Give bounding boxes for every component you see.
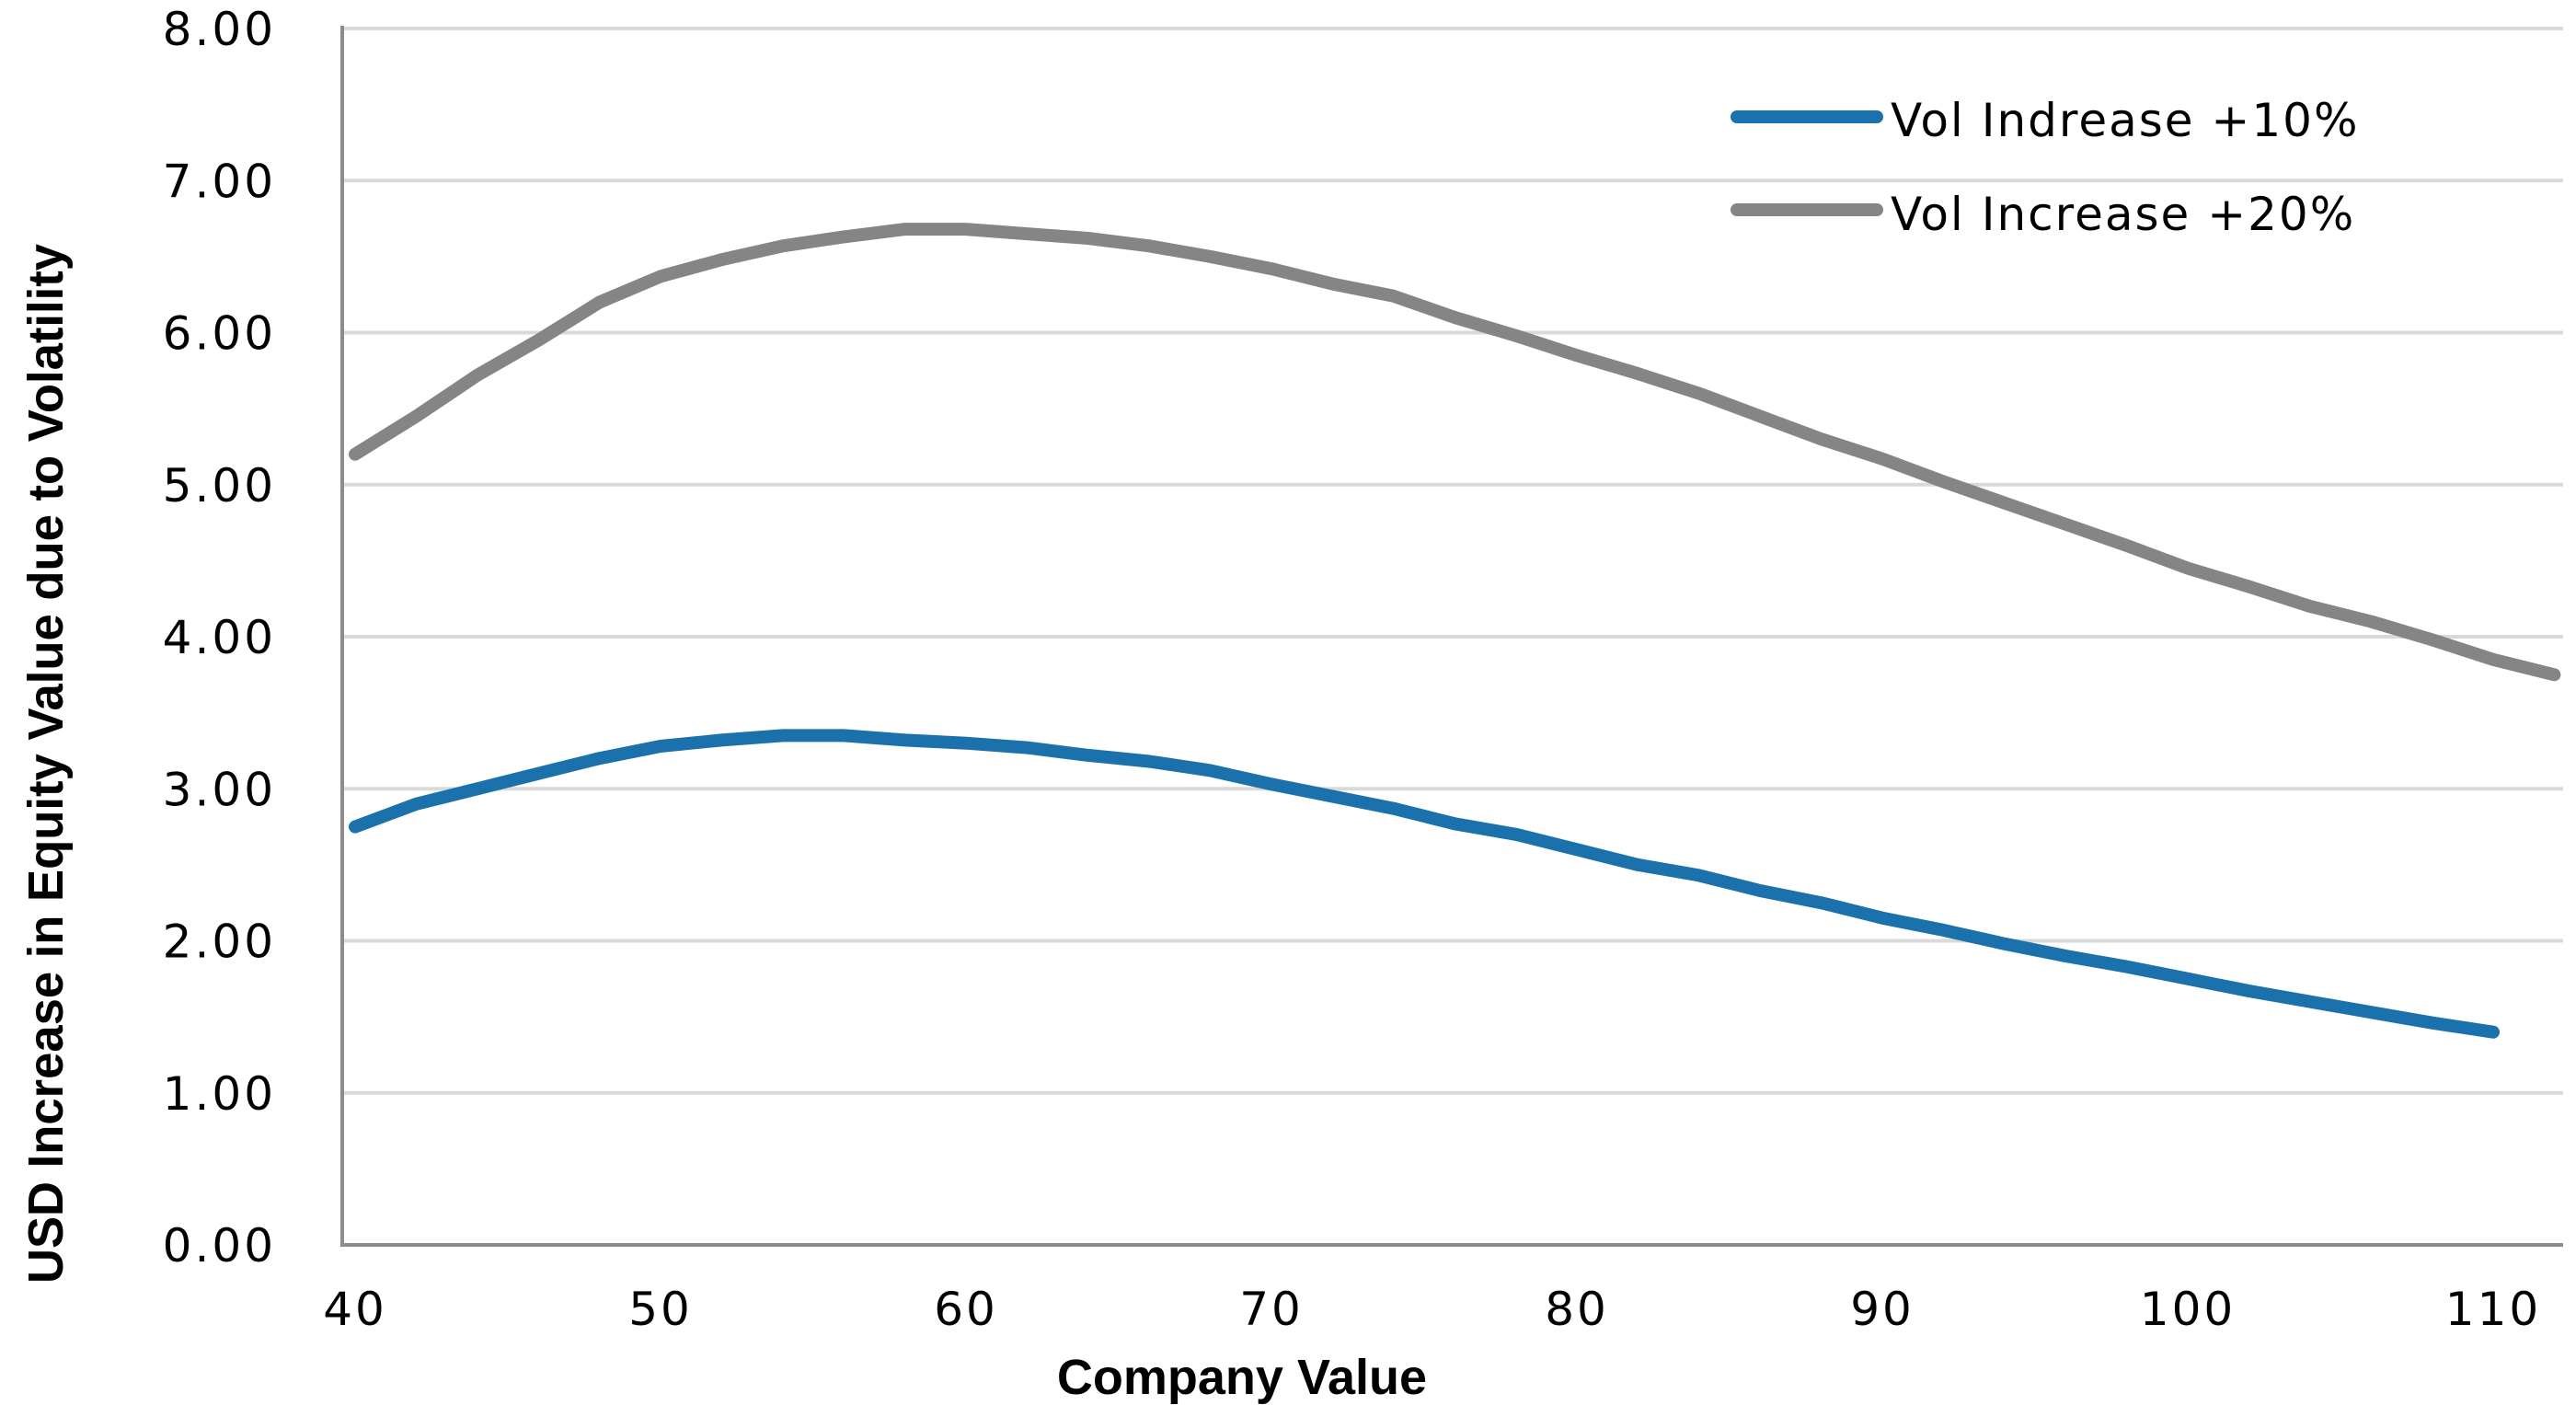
legend-label-vol-20: Vol Increase +20% (1891, 188, 2355, 241)
series-lines (349, 223, 2561, 1039)
x-tick-labels: 40 50 60 70 80 90 100 110 (323, 1283, 2541, 1336)
y-tick-label: 3.00 (163, 763, 276, 816)
y-tick-labels: 0.00 1.00 2.00 3.00 4.00 5.00 6.00 7.00 8.00 (163, 3, 276, 1273)
x-tick-label: 50 (628, 1283, 693, 1336)
y-axis-title: USD Increase in Equity Value due to Vola… (18, 244, 74, 1284)
x-tick-label: 60 (934, 1283, 998, 1336)
y-tick-label: 4.00 (163, 611, 276, 664)
x-tick-label: 100 (2140, 1283, 2236, 1336)
x-tick-label: 90 (1850, 1283, 1915, 1336)
y-tick-label: 0.00 (163, 1219, 276, 1273)
x-axis-title: Company Value (1057, 1350, 1427, 1405)
series-line-2 (349, 223, 2561, 682)
legend: Vol Indrease +10% Vol Increase +20% (1731, 94, 2359, 241)
y-tick-label: 5.00 (163, 459, 276, 512)
y-tick-label: 6.00 (163, 307, 276, 361)
y-tick-label: 2.00 (163, 916, 276, 969)
y-tick-label: 1.00 (163, 1067, 276, 1121)
legend-label-vol-10: Vol Indrease +10% (1891, 94, 2359, 147)
gridlines (342, 27, 2563, 1095)
series-line-1 (349, 729, 2500, 1039)
y-tick-label: 7.00 (163, 155, 276, 208)
x-tick-label: 110 (2445, 1283, 2541, 1336)
x-tick-label: 80 (1545, 1283, 1609, 1336)
y-tick-label: 8.00 (163, 3, 276, 56)
x-tick-label: 40 (323, 1283, 387, 1336)
x-tick-label: 70 (1239, 1283, 1304, 1336)
